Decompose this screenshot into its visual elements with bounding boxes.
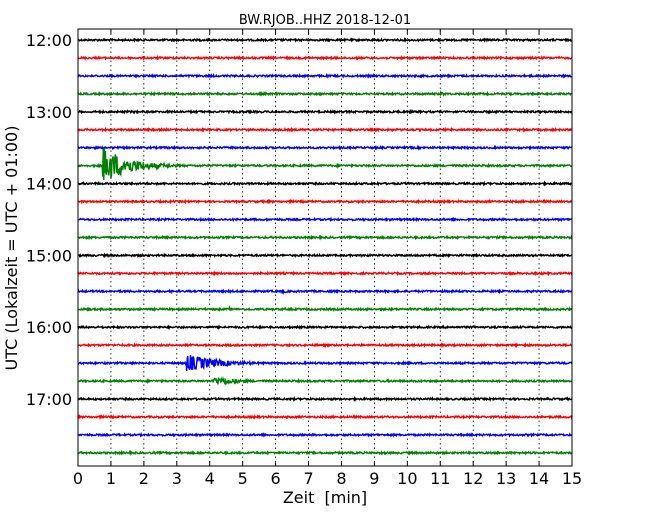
x-tick-label: 7: [303, 469, 313, 488]
y-tick-label: 16:00: [26, 318, 72, 337]
trace-1330: [77, 144, 573, 151]
x-tick-label: 12: [463, 469, 483, 488]
trace-1630: [77, 355, 573, 371]
trace-1300: [77, 108, 573, 115]
trace-1215: [77, 54, 573, 61]
y-tick-label: 13:00: [26, 103, 72, 122]
trace-1315: [77, 126, 573, 133]
x-tick-label: 10: [397, 469, 417, 488]
seismic-traces: [77, 36, 573, 457]
x-tick-label: 9: [369, 469, 379, 488]
trace-1230: [77, 72, 573, 80]
x-tick-label: 1: [106, 469, 116, 488]
trace-1200: [77, 36, 573, 43]
y-tick-label: 12:00: [26, 31, 72, 50]
y-tick-label: 17:00: [26, 390, 72, 409]
x-tick-label: 0: [73, 469, 83, 488]
trace-1415: [77, 198, 573, 205]
x-tick-label: 14: [529, 469, 549, 488]
trace-1500: [77, 252, 573, 259]
trace-1515: [77, 270, 573, 277]
y-axis-label: UTC (Lokalzeit = UTC + 01:00): [2, 126, 21, 371]
trace-1600: [77, 324, 573, 331]
y-axis-ticks: 12:00 13:00 14:00 15:00 16:00 17:00: [26, 31, 83, 409]
trace-1400: [77, 180, 573, 187]
plot-frame: [77, 28, 573, 467]
x-tick-label: 8: [336, 469, 346, 488]
trace-1730: [77, 431, 573, 438]
grid-lines: [110, 29, 540, 466]
trace-1715: [77, 413, 573, 420]
x-tick-label: 15: [562, 469, 582, 488]
y-tick-label: 15:00: [26, 246, 72, 265]
chart-title: BW.RJOB..HHZ 2018-12-01: [239, 13, 411, 28]
trace-1615: [77, 342, 573, 349]
trace-1430: [77, 216, 573, 223]
y-tick-label: 14:00: [26, 175, 72, 194]
x-tick-label: 13: [496, 469, 516, 488]
trace-1445: [77, 234, 573, 241]
trace-1245: [77, 90, 573, 97]
x-tick-label: 2: [139, 469, 149, 488]
x-axis-ticks: 0 1 2 3 4 5 6 7 8 9 10 11 12 13 14 15: [73, 29, 582, 488]
x-tick-label: 4: [205, 469, 215, 488]
x-tick-label: 5: [238, 469, 248, 488]
x-tick-label: 3: [172, 469, 182, 488]
x-tick-label: 6: [271, 469, 281, 488]
trace-1545: [77, 304, 573, 313]
trace-1700: [77, 395, 573, 403]
trace-1745: [77, 449, 573, 457]
trace-1345: [77, 148, 573, 180]
trace-1530: [77, 288, 573, 296]
x-axis-label: Zeit [min]: [283, 488, 367, 507]
x-tick-label: 11: [430, 469, 450, 488]
trace-1645: [77, 375, 573, 386]
